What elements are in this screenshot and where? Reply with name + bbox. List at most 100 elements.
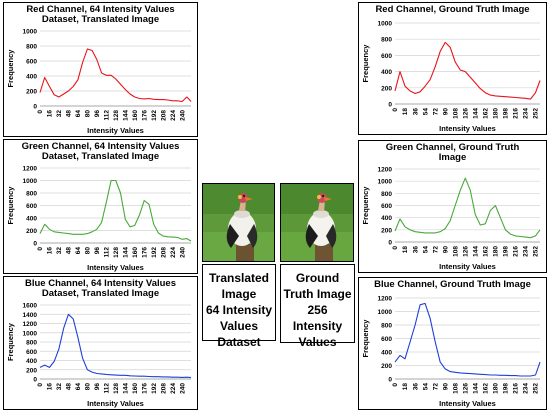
y-tick-label: 1400 (23, 312, 38, 319)
x-tick-label: 90 (442, 108, 449, 116)
y-tick-label: 0 (388, 102, 392, 109)
y-tick-label: 0 (388, 377, 392, 384)
caption-line: Image (221, 287, 257, 301)
x-tick-label: 96 (94, 383, 101, 391)
y-tick-label: 1000 (378, 21, 393, 28)
y-tick-label: 200 (381, 227, 392, 234)
bird-photo-translated (202, 183, 275, 262)
x-tick-label: 160 (132, 247, 139, 258)
caption-line: Truth Image (283, 287, 352, 301)
x-tick-label: 16 (47, 110, 54, 118)
x-tick-label: 128 (113, 110, 120, 121)
x-tick-label: 180 (493, 108, 500, 119)
chart-title: Red Channel, Ground Truth Image (375, 4, 530, 15)
x-tick-label: 192 (151, 247, 158, 258)
x-tick-label: 208 (160, 383, 167, 394)
x-tick-label: 112 (104, 247, 111, 258)
x-tick-label: 64 (75, 383, 82, 391)
chart-blue-ground-truth: Blue Channel, Ground Truth Image 0 200 400 6… (358, 277, 547, 410)
bird-image (281, 184, 353, 261)
y-tick-label: 1200 (23, 166, 38, 173)
caption-line: 256 (307, 303, 328, 317)
y-tick-label: 0 (388, 240, 392, 247)
y-tick-label: 1200 (378, 296, 393, 303)
x-tick-label: 96 (94, 247, 101, 255)
y-tick-label: 400 (381, 350, 392, 357)
x-tick-label: 80 (85, 383, 92, 391)
x-tick-label: 128 (113, 247, 120, 258)
bird-image (203, 184, 274, 261)
x-tick-label: 54 (422, 246, 429, 254)
x-axis-label: Intensity Values (439, 399, 496, 408)
x-tick-label: 0 (37, 110, 44, 114)
x-tick-label: 144 (122, 247, 129, 258)
y-tick-label: 1600 (23, 303, 38, 310)
caption-line: Intensity (292, 319, 343, 333)
x-tick-label: 252 (533, 108, 540, 119)
chart-red-translated: Red Channel, 64 Intensity Values Dataset,… (3, 2, 198, 137)
x-tick-label: 0 (392, 246, 399, 250)
x-tick-label: 108 (452, 246, 459, 257)
x-tick-label: 18 (402, 246, 409, 254)
y-tick-label: 1000 (378, 309, 393, 316)
y-tick-label: 400 (26, 74, 37, 81)
chart-title: Green Channel, Ground Truth Image (385, 142, 520, 163)
y-tick-label: 800 (381, 191, 392, 198)
series-line (394, 41, 541, 100)
x-tick-label: 36 (412, 108, 419, 116)
y-tick-label: 400 (381, 215, 392, 222)
x-tick-label: 234 (523, 246, 530, 257)
x-tick-label: 180 (493, 246, 500, 257)
chart-blue-translated: Blue Channel, 64 Intensity Values Dataset… (3, 276, 198, 410)
y-axis-label: Frequency (361, 319, 370, 358)
y-tick-label: 400 (26, 358, 37, 365)
x-tick-label: 234 (523, 383, 530, 394)
x-tick-label: 144 (473, 246, 480, 257)
caption-line: Values (298, 335, 337, 349)
x-tick-label: 108 (452, 383, 459, 394)
y-axis-label: Frequency (361, 186, 370, 225)
x-tick-label: 240 (179, 110, 186, 121)
y-tick-label: 1000 (378, 179, 393, 186)
y-tick-label: 1000 (23, 330, 38, 337)
x-tick-label: 192 (151, 110, 158, 121)
x-tick-label: 18 (402, 383, 409, 391)
x-tick-label: 72 (432, 383, 439, 391)
series-line (39, 48, 192, 103)
y-tick-label: 200 (26, 89, 37, 96)
y-tick-label: 600 (26, 349, 37, 356)
y-axis-label: Frequency (6, 186, 15, 225)
series-line (39, 179, 192, 242)
x-tick-label: 80 (85, 110, 92, 118)
chart-green-ground-truth: Green Channel, Ground Truth Image 0 200 400 6… (358, 140, 547, 273)
y-tick-label: 600 (381, 53, 392, 60)
x-tick-label: 198 (503, 108, 510, 119)
x-tick-label: 176 (141, 110, 148, 121)
chart-title: Green Channel, 64 Intensity Values Datase… (21, 141, 180, 162)
x-tick-label: 90 (442, 246, 449, 254)
x-tick-label: 32 (56, 247, 63, 255)
x-tick-label: 48 (66, 383, 73, 391)
x-tick-label: 252 (533, 246, 540, 257)
x-tick-label: 16 (47, 247, 54, 255)
x-tick-label: 160 (132, 110, 139, 121)
x-tick-label: 224 (170, 110, 177, 121)
x-tick-label: 0 (392, 108, 399, 112)
y-tick-label: 400 (381, 69, 392, 76)
y-tick-label: 600 (26, 59, 37, 66)
y-tick-label: 1000 (23, 178, 38, 185)
x-tick-label: 128 (113, 383, 120, 394)
caption-line: 64 Intensity (205, 303, 273, 317)
x-tick-label: 198 (503, 383, 510, 394)
x-tick-label: 144 (473, 383, 480, 394)
y-tick-label: 200 (381, 363, 392, 370)
x-tick-label: 36 (412, 383, 419, 391)
x-tick-label: 112 (104, 383, 111, 394)
x-tick-label: 180 (493, 383, 500, 394)
x-tick-label: 126 (462, 108, 469, 119)
x-tick-label: 144 (122, 383, 129, 394)
y-axis-label: Frequency (6, 322, 15, 361)
x-tick-label: 240 (179, 383, 186, 394)
x-tick-label: 162 (483, 108, 490, 119)
x-tick-label: 216 (513, 246, 520, 257)
